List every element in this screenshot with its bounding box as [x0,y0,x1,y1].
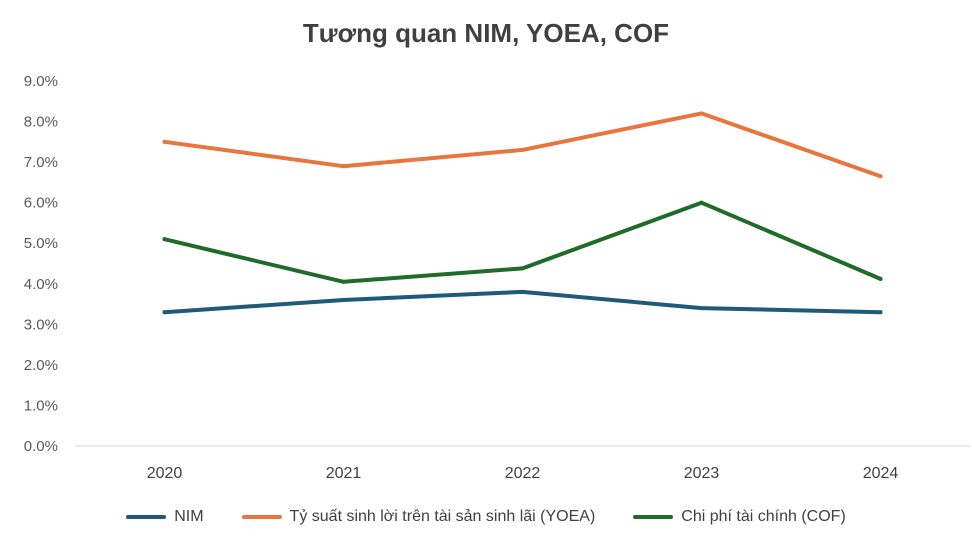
data-point-yoea [520,147,525,152]
series-group [162,111,883,315]
y-tick-label: 2.0% [24,357,58,374]
x-tick-label: 2020 [147,465,183,482]
data-point-yoea [878,174,883,179]
y-tick-label: 7.0% [24,154,58,171]
legend-label-cof: Chi phí tài chính (COF) [681,508,846,525]
y-tick-label: 4.0% [24,276,58,293]
data-point-nim [341,298,346,302]
legend-swatch-cof [633,515,674,519]
data-point-nim [162,310,167,315]
data-point-nim [878,310,883,315]
y-tick-label: 5.0% [24,235,58,252]
legend-swatch-nim [126,515,167,519]
x-tick-label: 2022 [505,465,541,482]
legend-label-nim: NIM [174,508,204,525]
data-point-yoea [699,111,704,116]
legend-item-nim: NIM [126,508,204,526]
y-tick-label: 1.0% [24,397,58,414]
data-point-cof [520,266,525,271]
y-axis: 0.0% 1.0% 2.0% 3.0% 4.0% 5.0% 6.0% 7.0% 8.0% 9.0% [24,73,58,455]
data-point-cof [878,276,883,281]
data-point-cof [341,279,346,284]
data-point-nim [699,306,704,311]
legend-swatch-yoea [241,515,282,519]
x-tick-label: 2024 [863,465,899,482]
legend-label-yoea: Tỷ suất sinh lời trên tài sản sinh lãi (… [289,508,596,525]
data-point-cof [699,200,704,205]
y-tick-label: 0.0% [24,438,58,455]
series-line-yoea [162,111,883,179]
chart-title: Tương quan NIM, YOEA, COF [302,18,670,48]
x-tick-label: 2021 [326,465,362,482]
x-axis: 2020 2021 2022 2023 2024 [147,465,899,482]
y-tick-label: 9.0% [24,73,58,90]
y-tick-label: 8.0% [24,114,58,131]
legend-item-cof: Chi phí tài chính (COF) [633,508,846,526]
data-point-nim [520,289,525,294]
y-tick-label: 3.0% [24,316,58,333]
legend: NIM Tỷ suất sinh lời trên tài sản sinh l… [0,502,972,532]
data-point-yoea [341,164,346,169]
data-point-cof [162,237,167,242]
y-tick-label: 6.0% [24,195,58,212]
legend-item-yoea: Tỷ suất sinh lời trên tài sản sinh lãi (… [241,508,596,526]
x-tick-label: 2023 [684,465,720,482]
series-line-nim [162,289,883,315]
data-point-yoea [162,139,167,144]
